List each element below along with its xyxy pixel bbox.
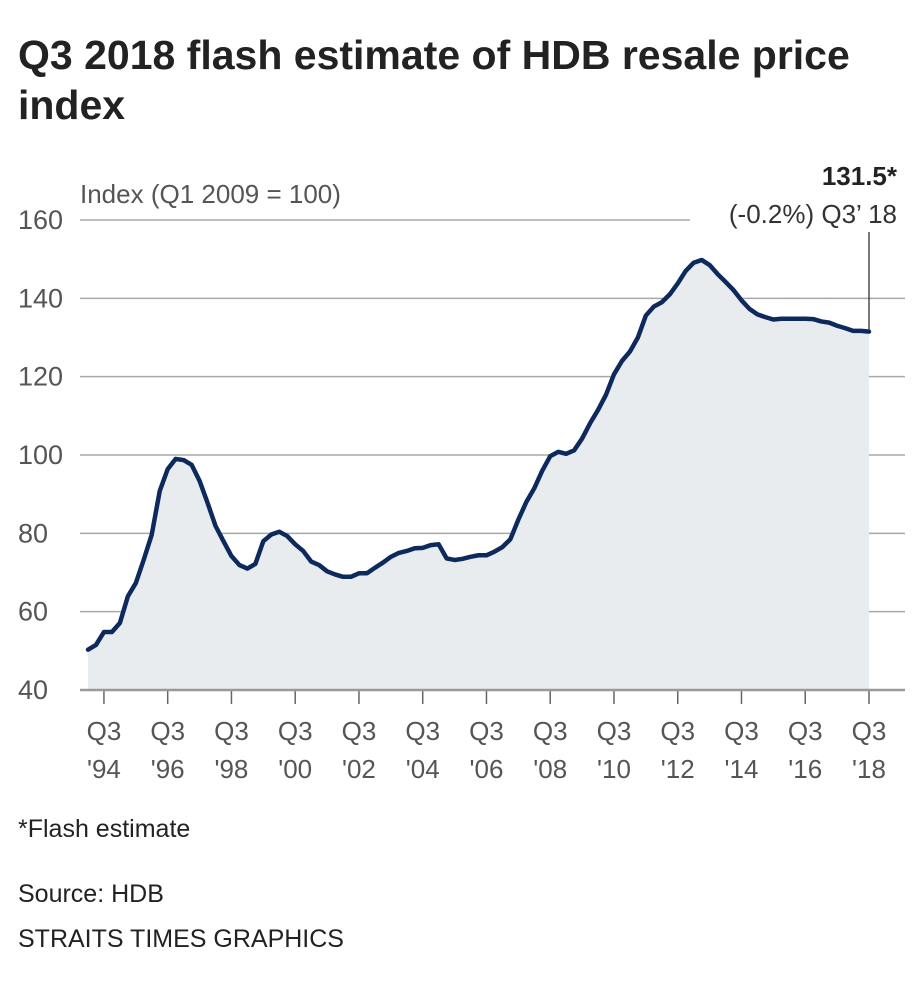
annotation-value: 131.5* — [822, 161, 898, 191]
x-tick-quarter: Q3 — [852, 716, 887, 746]
x-tick-year: '96 — [151, 754, 185, 784]
x-tick-quarter: Q3 — [597, 716, 632, 746]
y-tick-label: 160 — [18, 205, 63, 235]
x-tick-year: '14 — [725, 754, 759, 784]
x-tick-year: '98 — [215, 754, 249, 784]
source: Source: HDB — [18, 880, 164, 908]
x-tick-quarter: Q3 — [87, 716, 122, 746]
x-tick-quarter: Q3 — [660, 716, 695, 746]
y-tick-label: 60 — [18, 597, 48, 627]
y-tick-label: 80 — [18, 518, 48, 548]
x-tick-quarter: Q3 — [788, 716, 823, 746]
y-tick-label: 120 — [18, 362, 63, 392]
x-tick-quarter: Q3 — [405, 716, 440, 746]
credit: STRAITS TIMES GRAPHICS — [18, 925, 344, 953]
chart-title: Q3 2018 flash estimate of HDB resale pri… — [18, 32, 850, 128]
x-tick-year: '16 — [788, 754, 822, 784]
y-tick-label: 100 — [18, 440, 63, 470]
y-tick-label: 40 — [18, 675, 48, 705]
index-line — [85, 257, 872, 652]
x-tick-quarter: Q3 — [724, 716, 759, 746]
y-tick-label: 140 — [18, 283, 63, 313]
x-tick-year: '10 — [597, 754, 631, 784]
y-axis-label: Index (Q1 2009 = 100) — [80, 179, 341, 209]
x-tick-quarter: Q3 — [150, 716, 185, 746]
x-tick-year: '04 — [406, 754, 440, 784]
annotation-text: (-0.2%) Q3’ 18 — [729, 199, 897, 229]
index-area — [88, 259, 869, 690]
x-tick-year: '00 — [278, 754, 312, 784]
x-tick-year: '12 — [661, 754, 695, 784]
x-tick-year: '18 — [852, 754, 886, 784]
x-tick-quarter: Q3 — [469, 716, 504, 746]
x-tick-year: '08 — [533, 754, 567, 784]
footnote: *Flash estimate — [18, 815, 191, 843]
x-tick-year: '02 — [342, 754, 376, 784]
x-tick-year: '94 — [87, 754, 121, 784]
x-tick-year: '06 — [470, 754, 504, 784]
x-tick-quarter: Q3 — [278, 716, 313, 746]
x-tick-quarter: Q3 — [342, 716, 377, 746]
x-tick-quarter: Q3 — [214, 716, 249, 746]
x-tick-quarter: Q3 — [533, 716, 568, 746]
